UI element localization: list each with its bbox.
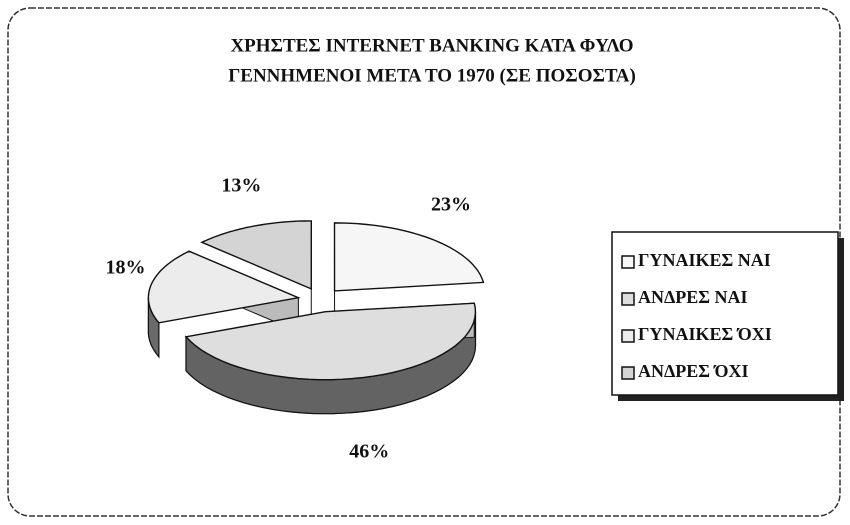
data-label: 23% (431, 193, 471, 215)
legend (611, 231, 839, 396)
legend-swatch (621, 255, 635, 269)
legend-label: ΓΥΝΑΙΚΕΣ ΌΧΙ (638, 324, 772, 344)
slice (184, 302, 477, 381)
data-label: 13% (221, 175, 261, 197)
legend-label: ΑΝΔΡΕΣ ΌΧΙ (638, 361, 749, 381)
data-label: 46% (349, 440, 389, 462)
legend-swatch (621, 329, 635, 343)
legend-label: ΓΥΝΑΙΚΕΣ ΝΑΙ (638, 250, 771, 270)
slice (200, 220, 313, 290)
legend-label: ΑΝΔΡΕΣ ΝΑΙ (638, 287, 748, 307)
data-label: 18% (106, 257, 146, 279)
slice (333, 222, 485, 292)
legend-swatch (621, 292, 635, 306)
legend-swatch (621, 366, 635, 380)
slice (147, 250, 301, 324)
chart-title: ΧΡΗΣΤΕΣ INTERNET BANKING ΚΑΤΑ ΦΥΛΟ (230, 35, 633, 56)
chart-subtitle: ΓΕΝΝΗΜΕΝΟΙ ΜΕΤΑ ΤΟ 1970 (ΣΕ ΠΟΣΟΣΤΑ) (228, 65, 636, 86)
